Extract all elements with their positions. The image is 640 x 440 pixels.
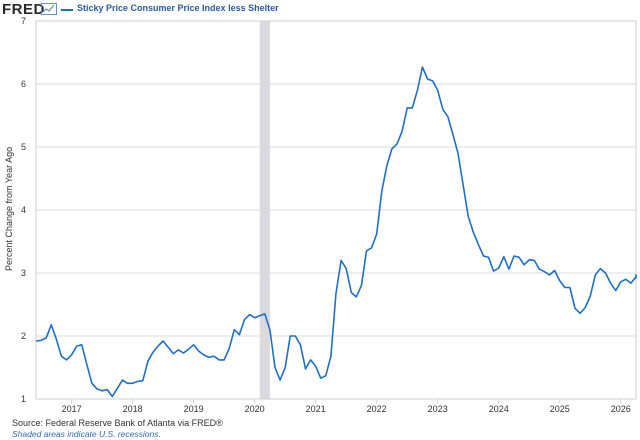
chart-header: FRED Sticky Price Consumer Price Index l… xyxy=(0,0,640,20)
x-tick-label: 2026 xyxy=(611,404,631,414)
y-tick-label: 6 xyxy=(21,79,26,89)
line-chart[interactable]: 1 2 3 4 5 6 7 2017 2018 2019 2020 2021 2022 2023 2024… xyxy=(0,0,640,418)
legend-swatch xyxy=(61,9,73,11)
plot-frame xyxy=(35,20,637,400)
x-tick-label: 2021 xyxy=(306,404,326,414)
x-axis-ticks: 2017 2018 2019 2020 2021 2022 2023 2024 2025 2026 xyxy=(62,399,631,414)
recession-note: Shaded areas indicate U.S. recessions. xyxy=(12,429,161,439)
x-tick-label: 2025 xyxy=(550,404,570,414)
x-tick-label: 2024 xyxy=(489,404,509,414)
y-axis-ticks: 1 2 3 4 5 6 7 xyxy=(21,16,26,404)
legend-label: Sticky Price Consumer Price Index less S… xyxy=(77,3,279,13)
y-tick-label: 3 xyxy=(21,268,26,278)
x-tick-label: 2023 xyxy=(428,404,448,414)
y-tick-label: 1 xyxy=(21,394,26,404)
series-line[interactable] xyxy=(35,66,637,398)
series-group xyxy=(35,66,637,398)
y-tick-label: 4 xyxy=(21,205,26,215)
fred-graph-icon xyxy=(41,3,57,15)
x-tick-label: 2020 xyxy=(245,404,265,414)
y-tick-label: 5 xyxy=(21,142,26,152)
gridlines xyxy=(36,20,636,400)
fred-logo[interactable]: FRED xyxy=(2,1,45,18)
source-note: Source: Federal Reserve Bank of Atlanta … xyxy=(12,418,223,428)
y-tick-label: 2 xyxy=(21,331,26,341)
x-tick-label: 2018 xyxy=(123,404,143,414)
y-tick-label: 7 xyxy=(21,16,26,26)
x-tick-label: 2019 xyxy=(184,404,204,414)
x-tick-label: 2022 xyxy=(367,404,387,414)
x-tick-label: 2017 xyxy=(62,404,82,414)
